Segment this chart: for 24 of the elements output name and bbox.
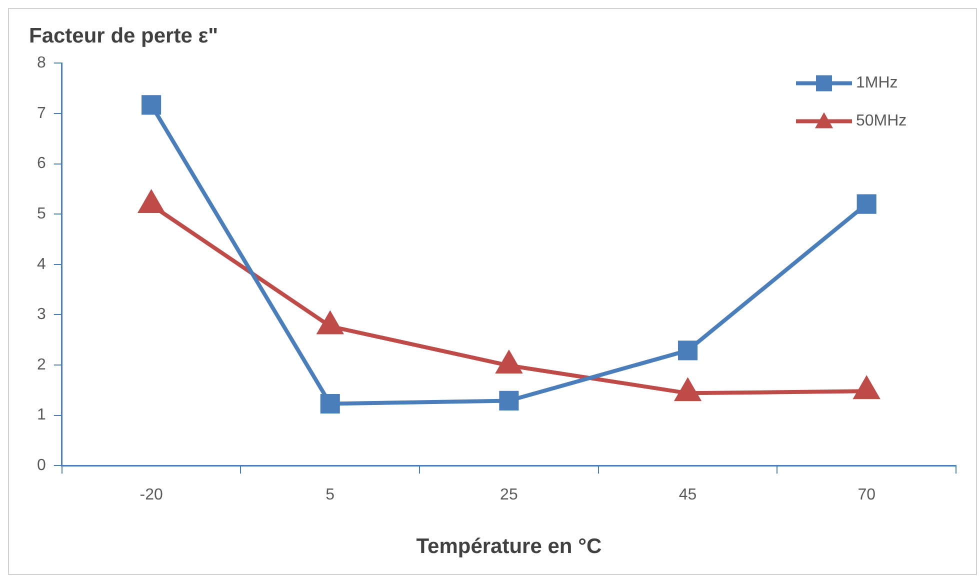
y-tick-label: 2: [36, 356, 46, 374]
y-tick-label: 8: [36, 54, 46, 72]
y-axis-title: Facteur de perte ε": [29, 24, 218, 48]
legend-label: 1MHz: [856, 74, 898, 92]
y-tick-label: 4: [36, 256, 46, 273]
y-tick-label: 0: [36, 457, 46, 474]
y-tick-label: 6: [36, 155, 46, 172]
point: [854, 377, 879, 400]
legend-label: 50MHz: [856, 112, 907, 130]
x-tick-label: 25: [500, 486, 518, 504]
x-tick-label: -20: [140, 486, 163, 504]
x-tick-label: 70: [858, 486, 876, 504]
y-tick-label: 1: [36, 406, 46, 424]
y-tick-label: 3: [36, 306, 46, 324]
y-tick-label: 5: [36, 206, 46, 223]
point: [675, 379, 700, 402]
x-tick-label: 45: [678, 486, 697, 504]
x-axis-title: Température en °C: [416, 535, 602, 558]
point: [496, 352, 522, 374]
point: [856, 194, 876, 214]
point: [318, 312, 343, 334]
y-tick-label: 7: [36, 104, 46, 122]
x-tick-label: 5: [326, 486, 335, 504]
point: [142, 95, 162, 115]
